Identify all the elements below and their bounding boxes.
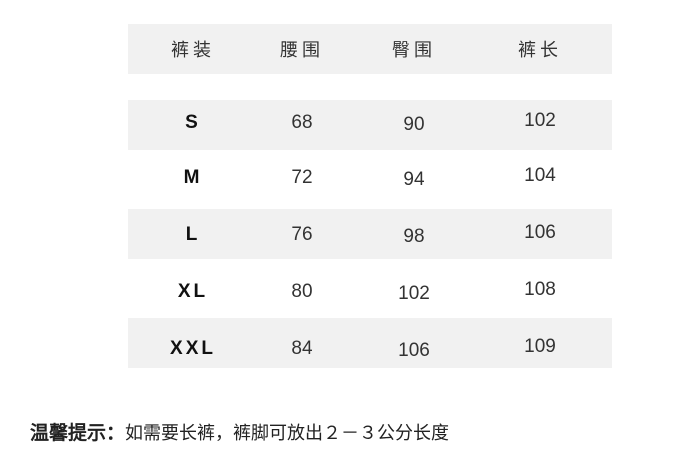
header-cell: 裤长 bbox=[518, 40, 562, 61]
value-cell: 90 bbox=[403, 114, 425, 135]
table-row: S 68 90 102 bbox=[128, 96, 612, 150]
value-cell: 72 bbox=[291, 167, 313, 188]
value-cell: 104 bbox=[524, 165, 556, 186]
size-cell: M bbox=[183, 167, 203, 188]
table-row: L 76 98 106 bbox=[128, 208, 612, 262]
size-cell: S bbox=[185, 112, 201, 133]
value-cell: 106 bbox=[398, 340, 430, 361]
value-cell: 94 bbox=[403, 169, 425, 190]
value-cell: 76 bbox=[291, 224, 313, 245]
header-cell: 腰围 bbox=[280, 40, 324, 61]
header-cell: 裤装 bbox=[171, 40, 215, 61]
tip: 温馨提示：如需要长裤，裤脚可放出２－３公分长度 bbox=[30, 418, 449, 445]
value-cell: 108 bbox=[524, 279, 556, 300]
value-cell: 68 bbox=[291, 112, 313, 133]
value-cell: 106 bbox=[524, 222, 556, 243]
tip-text: 如需要长裤，裤脚可放出２－３公分长度 bbox=[125, 423, 450, 444]
header-cell: 臀围 bbox=[392, 40, 436, 61]
table-row: XL 80 102 108 bbox=[128, 265, 612, 319]
value-cell: 102 bbox=[398, 283, 430, 304]
table-row: XXL 84 106 109 bbox=[128, 322, 612, 376]
row-band bbox=[128, 209, 612, 259]
tip-label: 温馨提示： bbox=[30, 422, 126, 444]
header-band bbox=[128, 24, 612, 74]
value-cell: 109 bbox=[524, 336, 556, 357]
table-row: M 72 94 104 bbox=[128, 151, 612, 205]
size-cell: XL bbox=[177, 281, 209, 302]
value-cell: 84 bbox=[291, 338, 313, 359]
row-band bbox=[128, 100, 612, 150]
table-header: 裤装 腰围 臀围 裤长 bbox=[128, 22, 612, 76]
value-cell: 102 bbox=[524, 110, 556, 131]
value-cell: 98 bbox=[403, 226, 425, 247]
size-cell: L bbox=[185, 224, 201, 245]
size-cell: XXL bbox=[170, 338, 216, 359]
value-cell: 80 bbox=[291, 281, 313, 302]
row-band bbox=[128, 318, 612, 368]
